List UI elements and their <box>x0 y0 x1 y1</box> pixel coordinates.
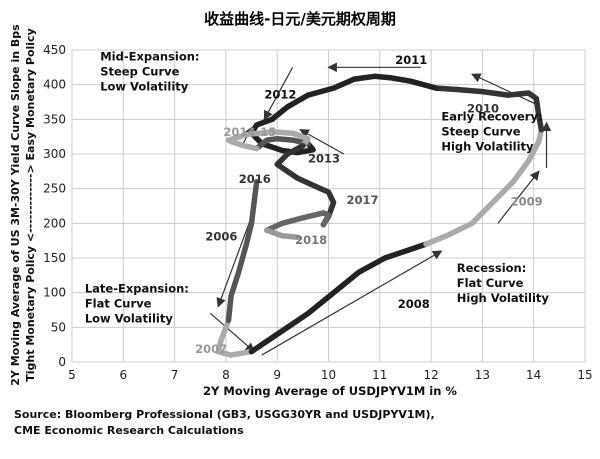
phase-annotation-line: Mid-Expansion: <box>100 49 199 63</box>
series-line-2018 <box>264 227 301 240</box>
series-line-2008 <box>248 241 429 355</box>
x-tick-label: 7 <box>171 368 179 382</box>
series-label-2006: 2006 <box>205 230 237 244</box>
x-tick-label: 12 <box>423 368 438 382</box>
series-line-2007 <box>215 317 255 358</box>
phase-annotation-line: Low Volatility <box>85 312 174 326</box>
x-tick-label: 5 <box>68 368 76 382</box>
cycle-arrow <box>497 170 540 224</box>
y-tick-label: 300 <box>43 147 66 161</box>
series-line-2012 <box>248 116 316 156</box>
phase-annotation-line: Late-Expansion: <box>85 282 189 296</box>
cycle-arrow <box>263 67 294 121</box>
cycle-arrow <box>216 216 253 308</box>
y-tick-label: 100 <box>43 286 66 300</box>
x-tick-label: 10 <box>321 368 336 382</box>
x-axis-label: 2Y Moving Average of USDJPYV1M in % <box>203 384 457 398</box>
y-tick-label: 50 <box>51 320 66 334</box>
phase-annotation-line: High Volatility <box>441 140 534 154</box>
y-tick-label: 400 <box>43 78 66 92</box>
series-label-2008: 2008 <box>398 297 430 311</box>
phase-annotation-line: Steep Curve <box>100 64 179 78</box>
series-label-2018: 2018 <box>295 233 327 247</box>
series-label-2017: 2017 <box>346 193 378 207</box>
y-tick-label: 0 <box>58 355 66 369</box>
y-tick-label: 200 <box>43 216 66 230</box>
series-line-2006 <box>225 178 260 324</box>
series-line-2010 <box>433 85 545 133</box>
series-label-2012: 2012 <box>264 88 296 102</box>
y-tick-label: 150 <box>43 251 66 265</box>
series-line-2009 <box>423 126 545 247</box>
y-tick-label: 450 <box>43 43 66 57</box>
cycle-arrow <box>471 73 540 107</box>
phase-annotation-line: Recession: <box>457 261 527 275</box>
x-tick-label: 13 <box>475 368 490 382</box>
series-label-2013: 2013 <box>308 151 340 165</box>
series-line-2014-15 <box>225 129 311 152</box>
y-axis-label-line-1: 2Y Moving Average of US 3M-30Y Yield Cur… <box>9 24 22 386</box>
chart-title: 收益曲线-日元/美元期权周期 <box>204 10 396 28</box>
y-tick-label: 250 <box>43 182 66 196</box>
series-label-2016: 2016 <box>239 172 271 186</box>
cycle-arrow <box>299 129 345 155</box>
grid <box>71 49 586 363</box>
series-label-2010: 2010 <box>467 101 499 115</box>
x-tick-label: 6 <box>119 368 127 382</box>
y-axis-ticks: 0 50 100 150 200 250 300 350 400 450 <box>43 43 66 369</box>
series-line-2016 <box>274 142 337 228</box>
cycle-arrow <box>210 313 256 353</box>
phase-annotation-line: High Volatility <box>457 291 550 305</box>
phase-annotation-line: Flat Curve <box>457 276 524 290</box>
cycle-arrows <box>210 62 552 356</box>
series-label-2009: 2009 <box>511 194 543 208</box>
phase-annotation-line: Flat Curve <box>85 297 152 311</box>
x-tick-label: 8 <box>222 368 230 382</box>
phase-annotation-line: Early Recovery: <box>441 110 542 124</box>
source-line-1: Source: Bloomberg Professional (GB3, USG… <box>14 408 435 421</box>
x-tick-label: 9 <box>273 368 281 382</box>
series-line-2013 <box>253 135 311 152</box>
series-label-2007: 2007 <box>195 342 227 356</box>
y-axis-label-line-2: Tight Monetary Policy <-------------> Ea… <box>24 28 37 382</box>
cycle-arrow <box>261 250 443 356</box>
phase-annotation-line: Steep Curve <box>441 125 520 139</box>
series-label-2014-15: 2014-15 <box>223 125 276 139</box>
series-label-2011: 2011 <box>395 53 427 67</box>
series-line-2011 <box>269 73 439 123</box>
series-labels: 2011 2012 2010 2014-15 2013 2016 2017 2009 2018 2… <box>195 53 543 356</box>
phase-annotation-line: Low Volatility <box>100 79 189 93</box>
series-lines <box>215 73 545 358</box>
source-line-2: CME Economic Research Calculations <box>14 424 244 437</box>
x-tick-label: 14 <box>526 368 541 382</box>
x-axis-ticks: 5 6 7 8 9 10 11 12 13 14 15 <box>68 368 592 382</box>
x-tick-label: 11 <box>372 368 387 382</box>
y-tick-label: 350 <box>43 112 66 126</box>
x-tick-label: 15 <box>577 368 592 382</box>
series-line-2017 <box>264 210 332 234</box>
